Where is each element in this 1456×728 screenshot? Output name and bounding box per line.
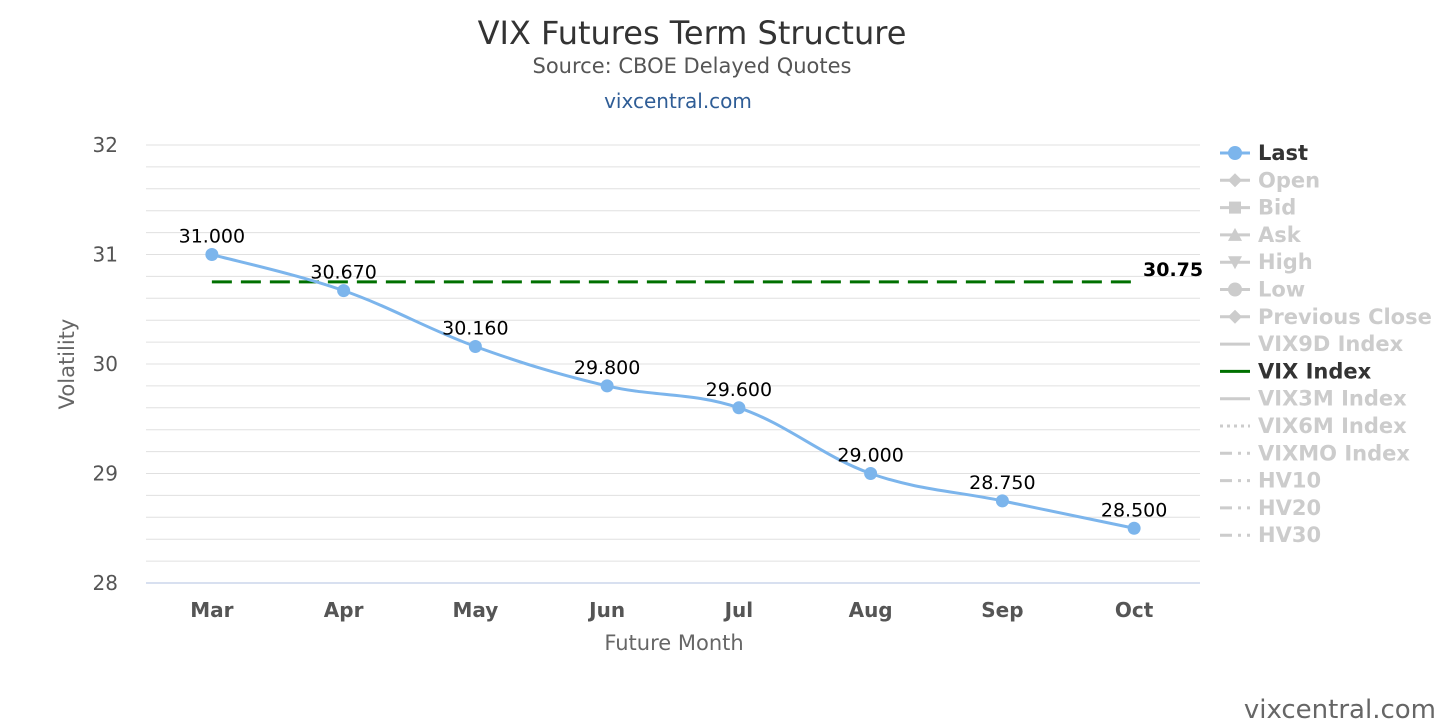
watermark: vixcentral.com bbox=[1244, 695, 1436, 725]
y-tick-label: 31 bbox=[93, 243, 118, 267]
vix-index-label: 30.75 bbox=[1143, 259, 1203, 281]
legend-label: Open bbox=[1258, 168, 1320, 192]
legend-label: Ask bbox=[1258, 223, 1302, 247]
x-tick-label: May bbox=[452, 598, 498, 622]
x-tick-label: Sep bbox=[981, 598, 1023, 622]
x-tick-label: Apr bbox=[324, 598, 364, 622]
x-tick-label: Mar bbox=[190, 598, 233, 622]
legend-marker-icon bbox=[1228, 282, 1242, 297]
legend-marker-icon bbox=[1228, 173, 1242, 188]
legend-item[interactable]: VIX Index bbox=[1220, 359, 1372, 383]
legend-marker-icon bbox=[1229, 201, 1241, 214]
data-label: 30.670 bbox=[310, 262, 376, 284]
legend-label: Low bbox=[1258, 278, 1305, 302]
legend-item[interactable]: HV20 bbox=[1220, 496, 1321, 520]
legend-label: VIX Index bbox=[1258, 359, 1372, 383]
data-point[interactable] bbox=[600, 379, 614, 393]
legend-marker-icon bbox=[1228, 256, 1242, 270]
y-tick-label: 28 bbox=[93, 571, 118, 595]
last-series: 31.000 30.670 30.160 29.800 29.600 29.000 28.7… bbox=[179, 226, 1167, 535]
data-label: 31.000 bbox=[179, 226, 245, 248]
legend-item[interactable]: Last bbox=[1220, 141, 1308, 165]
legend-item[interactable]: Ask bbox=[1220, 223, 1302, 247]
legend-marker-icon bbox=[1228, 309, 1242, 324]
legend-marker-icon bbox=[1228, 146, 1242, 160]
legend-item[interactable]: VIXMO Index bbox=[1220, 441, 1410, 465]
x-tick-label: Oct bbox=[1115, 598, 1154, 622]
legend-label: HV30 bbox=[1258, 523, 1321, 547]
data-label: 30.160 bbox=[442, 317, 508, 339]
x-axis-ticks: Mar Apr May Jun Jul Aug Sep Oct bbox=[190, 598, 1154, 622]
legend-item[interactable]: HV10 bbox=[1220, 469, 1321, 493]
data-point[interactable] bbox=[864, 467, 878, 480]
legend-item[interactable]: VIX3M Index bbox=[1220, 387, 1407, 411]
y-tick-label: 32 bbox=[93, 133, 118, 157]
data-label: 29.800 bbox=[574, 357, 640, 379]
data-point[interactable] bbox=[337, 284, 351, 298]
legend-item[interactable]: Low bbox=[1220, 278, 1305, 302]
last-series-line bbox=[211, 253, 1135, 530]
gridlines bbox=[146, 144, 1200, 584]
legend-item[interactable]: VIX6M Index bbox=[1220, 414, 1407, 438]
data-point[interactable] bbox=[1127, 521, 1141, 535]
legend-label: Bid bbox=[1258, 196, 1296, 220]
data-point[interactable] bbox=[468, 339, 482, 353]
legend-item[interactable]: High bbox=[1220, 250, 1313, 274]
y-tick-label: 30 bbox=[93, 352, 118, 376]
legend-item[interactable]: Previous Close bbox=[1220, 305, 1432, 329]
legend-label: HV10 bbox=[1258, 469, 1321, 493]
legend-label: Last bbox=[1258, 141, 1308, 165]
legend-label: HV20 bbox=[1258, 496, 1321, 520]
x-tick-label: Jul bbox=[723, 598, 754, 622]
y-tick-label: 29 bbox=[93, 462, 118, 486]
y-axis-ticks: 28 29 30 31 32 bbox=[93, 133, 118, 595]
data-label: 29.000 bbox=[837, 445, 903, 467]
legend-item[interactable]: Open bbox=[1220, 168, 1320, 192]
legend-label: Previous Close bbox=[1258, 305, 1432, 329]
legend-label: VIXMO Index bbox=[1258, 441, 1410, 465]
x-axis-label: Future Month bbox=[604, 631, 743, 655]
data-point[interactable] bbox=[995, 494, 1009, 508]
y-axis-label: Volatility bbox=[55, 319, 79, 410]
legend-marker-icon bbox=[1228, 227, 1242, 241]
legend-label: VIX9D Index bbox=[1258, 332, 1404, 356]
legend-label: High bbox=[1258, 250, 1313, 274]
data-label: 28.500 bbox=[1101, 499, 1167, 521]
x-tick-label: Jun bbox=[587, 598, 625, 622]
legend-label: VIX6M Index bbox=[1258, 414, 1407, 438]
chart-title: VIX Futures Term Structure bbox=[478, 14, 907, 52]
x-tick-label: Aug bbox=[849, 598, 893, 622]
site-link[interactable]: vixcentral.com bbox=[604, 89, 752, 113]
legend-item[interactable]: VIX9D Index bbox=[1220, 332, 1404, 356]
data-label: 29.600 bbox=[706, 379, 772, 401]
legend-label: VIX3M Index bbox=[1258, 387, 1407, 411]
legend[interactable]: Last Open Bid Ask High Low Previous Close VIX9D… bbox=[1220, 141, 1432, 547]
chart-subtitle: Source: CBOE Delayed Quotes bbox=[533, 54, 852, 78]
legend-item[interactable]: HV30 bbox=[1220, 523, 1321, 547]
data-point[interactable] bbox=[732, 401, 746, 415]
legend-item[interactable]: Bid bbox=[1220, 196, 1296, 220]
data-label: 28.750 bbox=[969, 472, 1035, 494]
vix-index-series: 30.75 bbox=[211, 259, 1203, 284]
data-point[interactable] bbox=[205, 248, 219, 261]
